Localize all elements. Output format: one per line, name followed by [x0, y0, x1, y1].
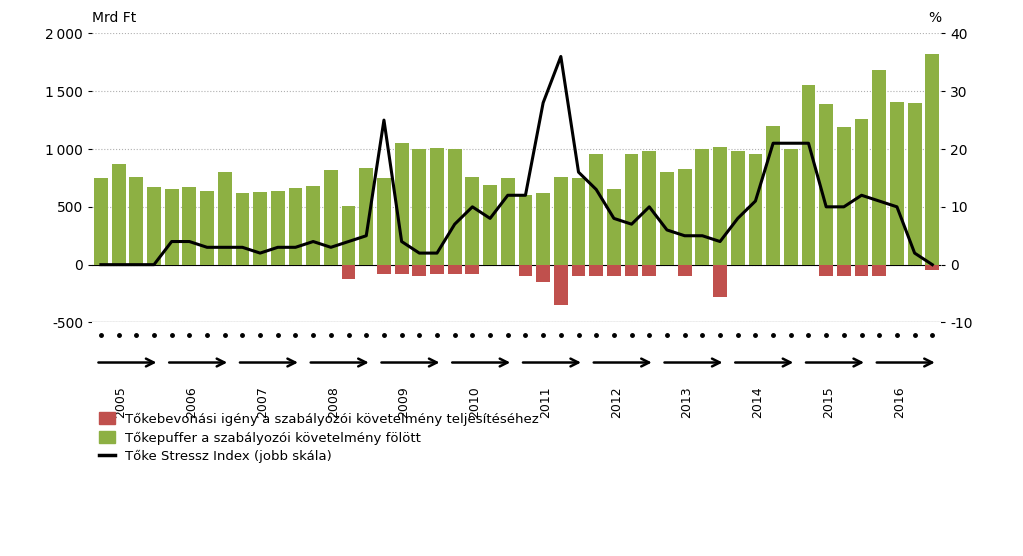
Bar: [713, 147, 727, 265]
Text: Mrd Ft: Mrd Ft: [92, 11, 136, 24]
Bar: [218, 172, 231, 265]
Bar: [572, 265, 585, 276]
Bar: [625, 153, 638, 265]
Bar: [342, 265, 355, 279]
Bar: [607, 265, 621, 276]
Text: 2005: 2005: [115, 386, 128, 418]
Bar: [749, 153, 762, 265]
Text: 2009: 2009: [398, 386, 410, 418]
Bar: [94, 178, 107, 265]
Bar: [660, 172, 674, 265]
Text: 2012: 2012: [610, 386, 623, 418]
Legend: Tőkebevonási igény a szabályozói követelmény teljesítéséhez, Tőkepuffer a szabál: Tőkebevonási igény a szabályozói követel…: [98, 413, 539, 463]
Bar: [589, 153, 604, 265]
Bar: [642, 265, 656, 276]
Text: 2016: 2016: [893, 386, 905, 418]
Bar: [873, 71, 886, 265]
Bar: [182, 187, 196, 265]
Bar: [572, 178, 585, 265]
Bar: [536, 193, 550, 265]
Bar: [519, 195, 532, 265]
Bar: [819, 265, 833, 276]
Bar: [147, 187, 161, 265]
Text: %: %: [928, 11, 941, 24]
Text: 2008: 2008: [326, 386, 340, 418]
Bar: [165, 190, 179, 265]
Bar: [536, 265, 550, 282]
Bar: [730, 151, 745, 265]
Bar: [873, 265, 886, 276]
Bar: [837, 127, 851, 265]
Bar: [926, 265, 939, 270]
Text: 2006: 2006: [185, 386, 198, 418]
Bar: [907, 103, 922, 265]
Bar: [448, 265, 461, 274]
Bar: [430, 265, 444, 274]
Text: 2013: 2013: [680, 386, 694, 418]
Bar: [696, 149, 709, 265]
Bar: [589, 265, 604, 276]
Bar: [713, 265, 727, 297]
Bar: [553, 177, 568, 265]
Bar: [254, 192, 267, 265]
Bar: [519, 265, 532, 276]
Bar: [483, 185, 497, 265]
Bar: [625, 265, 638, 276]
Text: 2007: 2007: [256, 386, 269, 418]
Bar: [288, 188, 303, 265]
Bar: [766, 126, 780, 265]
Bar: [465, 177, 480, 265]
Bar: [607, 190, 621, 265]
Bar: [129, 177, 143, 265]
Bar: [854, 119, 869, 265]
Bar: [678, 168, 692, 265]
Bar: [890, 102, 904, 265]
Bar: [377, 265, 391, 274]
Bar: [201, 191, 214, 265]
Bar: [395, 143, 408, 265]
Bar: [501, 178, 515, 265]
Bar: [448, 149, 461, 265]
Bar: [271, 191, 284, 265]
Text: 2010: 2010: [469, 386, 481, 418]
Bar: [395, 265, 408, 274]
Bar: [819, 104, 833, 265]
Bar: [359, 167, 373, 265]
Bar: [412, 149, 427, 265]
Bar: [802, 86, 815, 265]
Bar: [430, 148, 444, 265]
Bar: [306, 186, 320, 265]
Text: 2015: 2015: [822, 386, 835, 418]
Bar: [926, 54, 939, 265]
Bar: [412, 265, 427, 276]
Bar: [642, 151, 656, 265]
Bar: [465, 265, 480, 274]
Bar: [678, 265, 692, 276]
Text: 2014: 2014: [751, 386, 764, 418]
Bar: [112, 164, 126, 265]
Bar: [324, 170, 338, 265]
Bar: [854, 265, 869, 276]
Bar: [837, 265, 851, 276]
Text: 2011: 2011: [539, 386, 552, 418]
Bar: [553, 265, 568, 305]
Bar: [377, 178, 391, 265]
Bar: [235, 193, 250, 265]
Bar: [784, 149, 798, 265]
Bar: [342, 206, 355, 265]
